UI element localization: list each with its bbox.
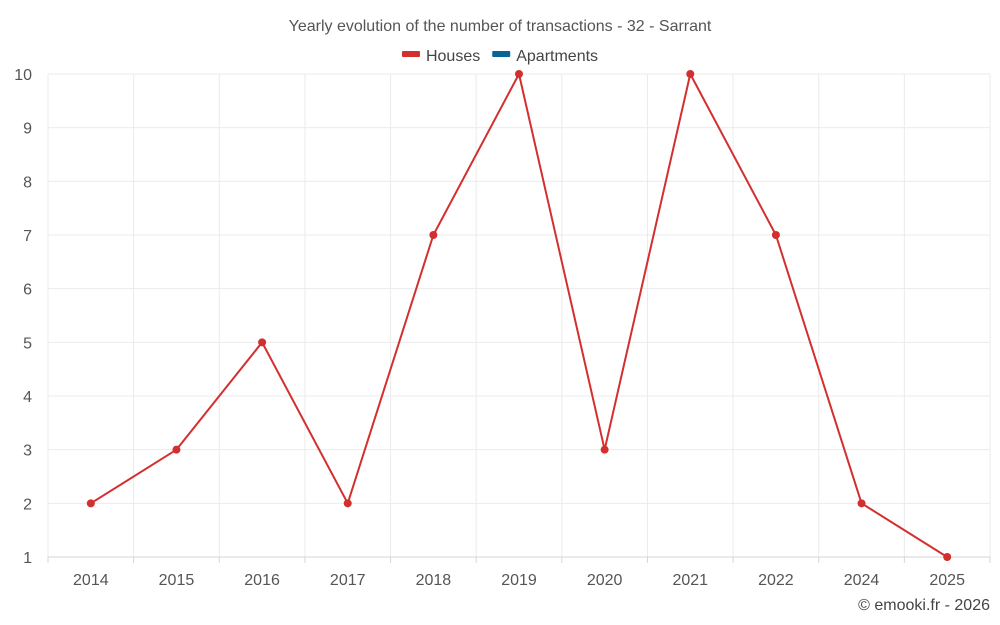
x-tick-label: 2014: [73, 572, 109, 589]
y-tick-label: 3: [23, 443, 32, 460]
data-point-houses-2018[interactable]: [429, 231, 438, 239]
x-tick-label: 2025: [929, 572, 965, 589]
legend-swatch: [401, 51, 420, 57]
y-tick-label: 2: [23, 496, 32, 513]
x-tick-label: 2019: [501, 572, 537, 589]
x-tick-label: 2018: [416, 572, 452, 589]
credit-text: © emooki.fr - 2026: [858, 597, 990, 614]
legend-item-apartments[interactable]: Apartments: [492, 48, 598, 65]
x-tick-label: 2024: [844, 572, 880, 589]
y-tick-label: 6: [23, 282, 32, 299]
legend-label: Apartments: [516, 48, 598, 65]
x-tick-label: 2016: [244, 572, 280, 589]
legend-label: Houses: [426, 48, 480, 65]
x-tick-label: 2021: [672, 572, 708, 589]
chart-title: Yearly evolution of the number of transa…: [289, 18, 712, 35]
x-tick-label: 2017: [330, 572, 366, 589]
x-tick-label: 2020: [587, 572, 623, 589]
y-tick-label: 1: [23, 550, 32, 567]
data-point-houses-2025[interactable]: [943, 553, 952, 561]
y-tick-label: 9: [23, 121, 32, 138]
y-tick-label: 7: [23, 228, 32, 245]
data-point-houses-2014[interactable]: [86, 499, 95, 508]
data-point-houses-2020[interactable]: [600, 445, 609, 454]
data-point-houses-2022[interactable]: [771, 231, 780, 239]
data-point-houses-2017[interactable]: [343, 499, 352, 508]
legend-swatch: [492, 51, 511, 57]
legend[interactable]: Houses Apartments: [401, 48, 598, 65]
legend-item-houses[interactable]: Houses: [401, 48, 480, 65]
data-point-houses-2016[interactable]: [258, 338, 267, 347]
series: [86, 70, 952, 561]
data-point-houses-2019[interactable]: [515, 70, 523, 78]
y-tick-label: 4: [23, 389, 32, 406]
x-tick-label: 2015: [159, 572, 195, 589]
x-tick-label: 2022: [758, 572, 794, 589]
x-axis-ticks: 2014 2015 2016 2017 2018 2019 2020 2021 2022 2024…: [73, 572, 965, 589]
grid: [47, 73, 991, 558]
data-point-houses-2021[interactable]: [686, 70, 695, 78]
y-axis-ticks: 1 2 3 4 5 6 7 8 9 10: [14, 67, 32, 567]
y-tick-label: 10: [14, 67, 32, 84]
axes: [47, 556, 991, 563]
data-point-houses-2015[interactable]: [172, 445, 181, 454]
y-tick-label: 8: [23, 174, 32, 191]
data-point-houses-2024[interactable]: [857, 499, 866, 508]
y-tick-label: 5: [23, 335, 32, 352]
